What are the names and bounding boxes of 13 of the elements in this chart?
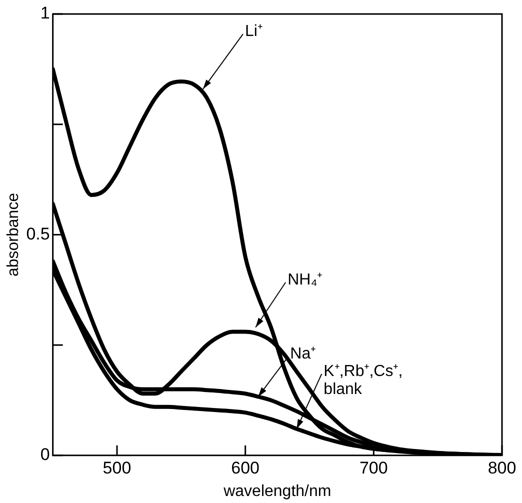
x-axis-title: wavelength/nm [222, 482, 332, 500]
annotation: Na⁺ [290, 346, 316, 363]
x-tick-label: 500 [102, 458, 132, 478]
annotation: K⁺,Rb⁺,Cs⁺, blank [324, 362, 403, 398]
y-tick-label: 0.5 [26, 224, 50, 244]
y-tick-label: 1 [40, 4, 50, 23]
y-tick-label: 0 [40, 445, 50, 464]
x-tick-label: 800 [488, 458, 516, 478]
annotation: Li⁺ [244, 23, 262, 40]
x-tick-label: 600 [231, 458, 260, 478]
y-axis-title: absorbance [5, 192, 22, 277]
annotation: NH₄⁺ [288, 271, 322, 288]
x-tick-label: 700 [359, 458, 388, 478]
